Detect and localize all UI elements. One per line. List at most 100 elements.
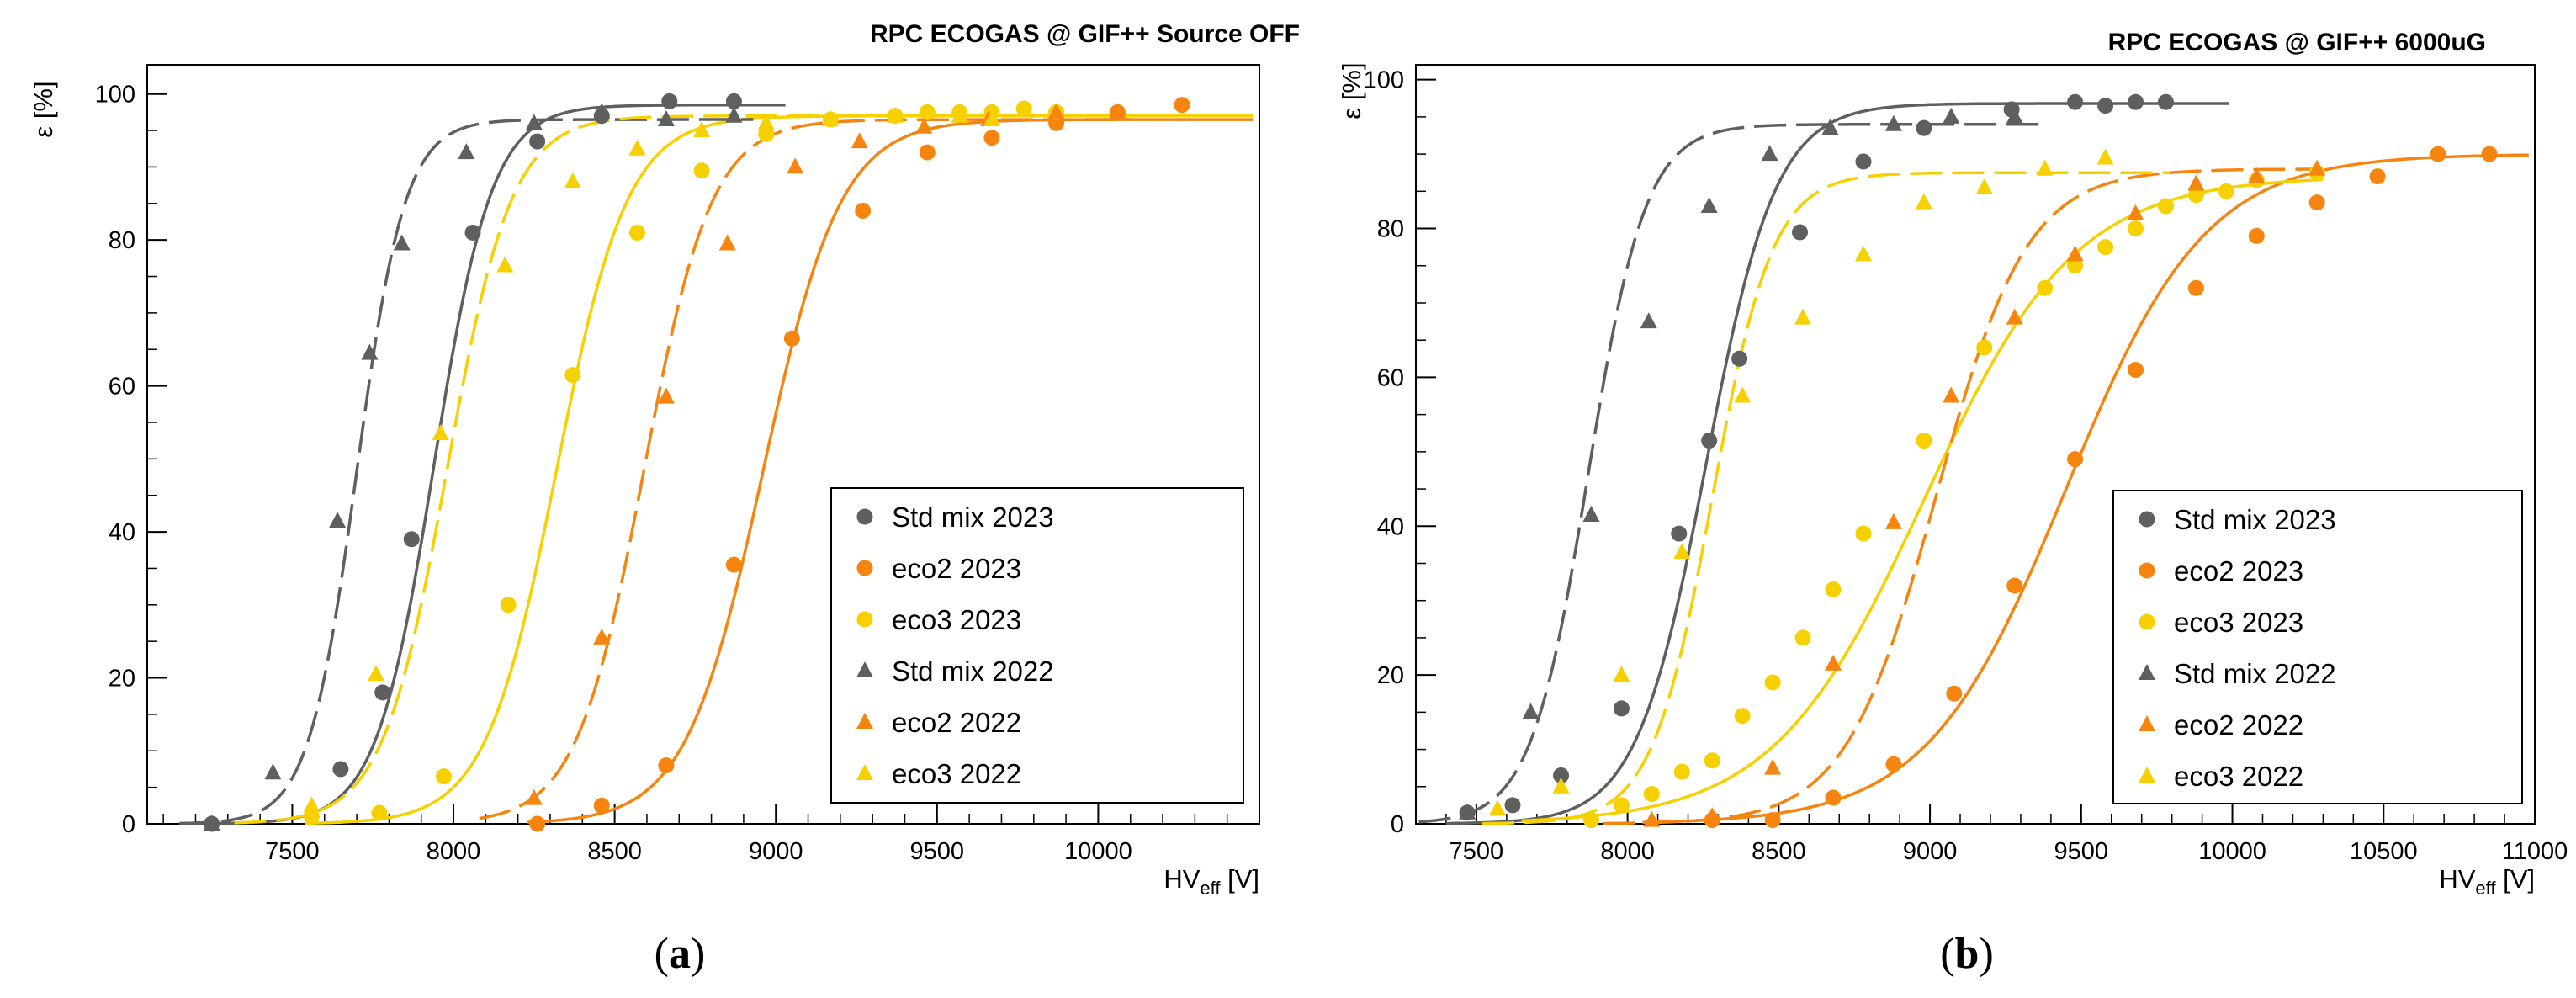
data-point <box>2097 239 2114 256</box>
data-point <box>374 684 391 701</box>
data-point <box>2036 159 2054 176</box>
data-point <box>1792 224 1809 241</box>
fit-curve-std-mix-2022 <box>1418 122 2045 824</box>
data-point <box>525 788 543 805</box>
x-tick-label: 9000 <box>1903 838 1958 865</box>
legend-marker <box>2139 715 2155 731</box>
data-point <box>1582 812 1599 829</box>
y-tick-label: 20 <box>109 666 135 693</box>
data-point <box>2369 168 2386 185</box>
legend-marker <box>856 764 873 780</box>
y-tick-label: 100 <box>1364 67 1404 94</box>
y-tick-label: 60 <box>109 374 135 401</box>
data-point <box>303 808 320 825</box>
data-point <box>1047 103 1065 119</box>
legend-marker <box>2139 767 2155 783</box>
data-point <box>657 387 675 404</box>
data-point <box>393 234 411 251</box>
chart-title: RPC ECOGAS @ GIF++ 6000uG <box>2108 29 2486 56</box>
y-tick-label: 40 <box>109 519 135 546</box>
x-tick-label: 7500 <box>265 838 320 865</box>
data-point <box>1673 763 1690 780</box>
data-point <box>1734 708 1751 725</box>
data-point <box>628 139 646 156</box>
data-point <box>2248 227 2265 244</box>
legend-marker <box>2139 664 2155 680</box>
data-point <box>1943 386 1960 403</box>
panel-paren-close: ) <box>1979 930 1993 978</box>
data-point <box>658 757 675 774</box>
data-point <box>329 512 347 528</box>
data-point <box>725 556 742 573</box>
data-point <box>1671 525 1688 542</box>
data-point <box>432 423 449 440</box>
legend-label: eco2 2022 <box>892 707 1021 738</box>
data-point <box>2187 279 2204 296</box>
data-point <box>758 125 775 142</box>
data-point <box>564 172 581 188</box>
y-tick-label: 40 <box>1377 513 1404 540</box>
data-point <box>1174 97 1190 114</box>
data-point <box>203 815 220 831</box>
data-point <box>661 93 678 109</box>
chart-title: RPC ECOGAS @ GIF++ Source OFF <box>870 20 1300 48</box>
data-point <box>529 815 546 832</box>
fit-curve-eco2-2023 <box>527 118 1254 824</box>
data-point <box>1825 654 1842 671</box>
data-point <box>500 597 517 613</box>
data-point <box>1704 807 1721 824</box>
data-point <box>2037 279 2054 296</box>
fit-curve-std-mix-2022 <box>179 118 754 825</box>
data-point <box>593 628 611 645</box>
data-point <box>593 797 610 814</box>
legend-marker <box>2139 613 2155 630</box>
y-tick-label: 0 <box>122 811 135 838</box>
data-point <box>2006 308 2023 325</box>
legend-box <box>830 487 1244 804</box>
data-point <box>1613 700 1630 717</box>
data-point <box>1855 153 1872 170</box>
legend-label: eco3 2023 <box>2174 607 2303 638</box>
data-point <box>1504 797 1521 814</box>
legend-marker <box>856 611 873 628</box>
fit-curve-eco3-2022 <box>234 114 995 825</box>
x-axis-label: HVeff [V] <box>1163 864 1259 899</box>
panel-paren-close: ) <box>691 930 705 978</box>
data-point <box>1916 119 1932 136</box>
data-point <box>2157 198 2174 215</box>
data-point <box>1885 756 1902 772</box>
x-tick-label: 10500 <box>2350 838 2418 865</box>
x-axis-label-main: HV <box>2439 864 2475 894</box>
data-point <box>919 144 936 161</box>
data-point <box>1884 114 1902 131</box>
legend-label: eco2 2023 <box>892 553 1021 584</box>
data-point <box>264 763 282 780</box>
fit-curve-eco3-2023 <box>305 114 1254 825</box>
legend-marker <box>856 713 873 729</box>
legend-label: eco3 2022 <box>2174 761 2303 792</box>
data-point <box>464 224 481 241</box>
panel-a-chart: 0 20 40 60 80 100 7500 8000 8500 9000 9500 10000 Std… <box>29 20 1300 978</box>
data-point <box>1489 799 1507 816</box>
data-point <box>458 143 475 160</box>
legend-label: eco3 2023 <box>892 604 1021 635</box>
data-point <box>2006 577 2023 594</box>
data-point <box>2066 245 2084 262</box>
y-tick-label: 60 <box>1377 364 1404 391</box>
data-point <box>564 367 581 384</box>
plot-frame <box>1415 64 2536 825</box>
data-point <box>525 114 543 130</box>
x-axis-label-unit: [V] <box>1220 864 1259 894</box>
data-point <box>983 130 1000 146</box>
data-point <box>529 133 546 150</box>
data-point <box>1613 666 1630 682</box>
x-tick-label: 10000 <box>1064 838 1132 865</box>
data-point <box>1459 803 1476 820</box>
data-point <box>757 114 775 130</box>
data-point <box>303 796 321 813</box>
data-point <box>1643 786 1660 803</box>
data-point <box>725 93 742 109</box>
legend-label: eco3 2022 <box>892 758 1021 789</box>
x-axis-label-unit: [V] <box>2495 864 2535 894</box>
data-point <box>1553 767 1570 784</box>
